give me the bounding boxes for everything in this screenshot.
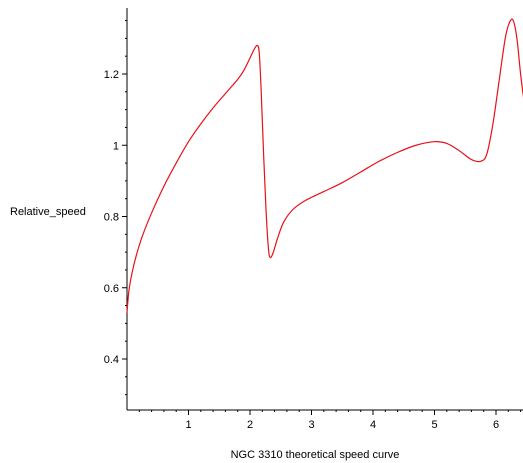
x-tick-label: 3 — [308, 419, 314, 431]
x-tick-label: 6 — [493, 419, 499, 431]
y-tick-label: 0.4 — [104, 354, 119, 366]
x-tick-label: 5 — [431, 419, 437, 431]
x-axis-title: NGC 3310 theoretical speed curve — [231, 449, 400, 461]
x-tick-label: 1 — [185, 419, 191, 431]
series-layer — [126, 18, 523, 313]
tick-marks — [122, 20, 522, 415]
y-tick-label: 0.8 — [104, 212, 119, 224]
axes — [126, 8, 523, 411]
x-tick-label: 4 — [370, 419, 376, 431]
y-tick-label: 0.6 — [104, 283, 119, 295]
y-tick-label: 1 — [113, 140, 119, 152]
x-tick-label: 2 — [247, 419, 253, 431]
y-tick-label: 1.2 — [104, 69, 119, 81]
y-axis-title: Relative_speed — [10, 206, 86, 218]
tick-labels: 1 2 3 4 5 6 0.4 0.6 0.8 1 1.2 — [104, 69, 499, 431]
speed-curve-line — [126, 18, 523, 313]
